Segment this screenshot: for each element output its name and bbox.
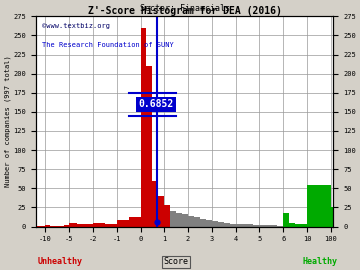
Bar bbox=[182, 214, 188, 227]
Y-axis label: Number of companies (997 total): Number of companies (997 total) bbox=[4, 56, 11, 187]
Bar bbox=[260, 225, 265, 227]
Bar bbox=[158, 196, 164, 227]
Bar bbox=[147, 66, 152, 227]
Bar bbox=[176, 213, 182, 227]
Title: Z'-Score Histogram for DEA (2016): Z'-Score Histogram for DEA (2016) bbox=[88, 6, 282, 16]
Bar bbox=[224, 223, 230, 227]
Bar bbox=[265, 225, 271, 227]
Text: 0.6852: 0.6852 bbox=[138, 99, 173, 109]
Bar bbox=[69, 223, 77, 227]
Bar bbox=[248, 224, 253, 227]
Bar bbox=[206, 221, 212, 227]
Bar bbox=[253, 225, 260, 227]
Bar bbox=[271, 225, 277, 227]
Text: Sector: Financials: Sector: Financials bbox=[140, 4, 230, 13]
Bar bbox=[55, 226, 60, 227]
Bar bbox=[307, 184, 331, 227]
Bar bbox=[45, 225, 50, 227]
Bar bbox=[188, 216, 194, 227]
Bar bbox=[194, 217, 200, 227]
Bar bbox=[301, 224, 307, 227]
Bar bbox=[117, 221, 129, 227]
Bar bbox=[242, 224, 248, 227]
Bar bbox=[152, 181, 158, 227]
Bar bbox=[277, 226, 283, 227]
Bar bbox=[236, 224, 242, 227]
Bar bbox=[60, 226, 64, 227]
Bar bbox=[230, 224, 236, 227]
Text: The Research Foundation of SUNY: The Research Foundation of SUNY bbox=[42, 42, 174, 48]
Text: ©www.textbiz.org: ©www.textbiz.org bbox=[42, 23, 110, 29]
Bar bbox=[212, 221, 218, 227]
Bar bbox=[283, 213, 289, 227]
Bar bbox=[93, 223, 105, 227]
Text: Score: Score bbox=[164, 257, 189, 266]
Bar bbox=[331, 207, 333, 227]
Bar bbox=[164, 205, 170, 227]
Bar bbox=[289, 223, 295, 227]
Bar bbox=[140, 28, 147, 227]
Bar bbox=[50, 226, 55, 227]
Text: Healthy: Healthy bbox=[303, 257, 338, 266]
Bar bbox=[41, 226, 45, 227]
Bar bbox=[105, 224, 117, 227]
Bar bbox=[129, 217, 140, 227]
Bar bbox=[218, 222, 224, 227]
Bar bbox=[77, 224, 85, 227]
Bar bbox=[170, 211, 176, 227]
Bar bbox=[85, 224, 93, 227]
Bar bbox=[200, 219, 206, 227]
Bar bbox=[295, 224, 301, 227]
Text: Unhealthy: Unhealthy bbox=[37, 257, 82, 266]
Bar bbox=[64, 225, 69, 227]
Bar bbox=[36, 226, 41, 227]
